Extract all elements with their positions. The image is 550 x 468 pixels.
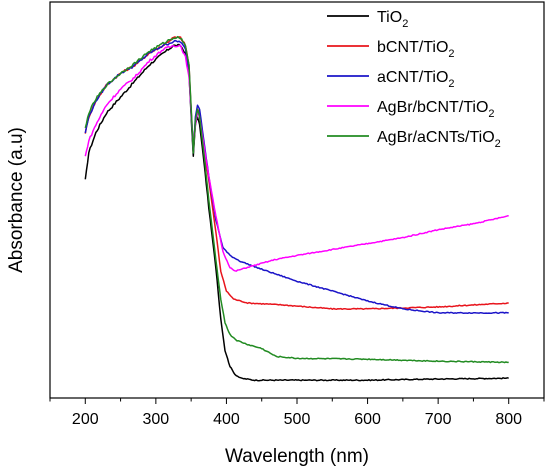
x-tick-label: 800 <box>495 411 522 428</box>
legend: TiO2 bCNT/TiO2 aCNT/TiO2 AgBr/bCNT/TiO2 AgBr… <box>327 9 501 150</box>
legend-label: AgBr/bCNT/TiO2 <box>377 99 495 120</box>
series-line-tio2 <box>84 43 509 382</box>
x-tick-label: 300 <box>143 411 170 428</box>
x-tick-label: 600 <box>354 411 381 428</box>
series-line-agbr-acnts-tio2 <box>84 35 509 364</box>
legend-label: aCNT/TiO2 <box>377 69 455 90</box>
legend-label: bCNT/TiO2 <box>377 39 455 60</box>
legend-label: TiO2 <box>377 9 408 30</box>
legend-label: AgBr/aCNTs/TiO2 <box>377 129 501 150</box>
x-tick-label: 500 <box>284 411 311 428</box>
plot-frame <box>49 1 545 399</box>
x-tick-label: 400 <box>213 411 240 428</box>
y-axis-label: Absorbance (a.u) <box>6 127 27 273</box>
series-lines <box>84 35 509 382</box>
x-tick-label: 700 <box>425 411 452 428</box>
x-tick-label: 200 <box>72 411 99 428</box>
x-axis-label: Wavelength (nm) <box>225 446 369 467</box>
x-axis-ticks: 200 300 400 500 600 700 800 <box>49 398 545 428</box>
series-line-agbr-bcnt-tio2 <box>84 44 509 272</box>
